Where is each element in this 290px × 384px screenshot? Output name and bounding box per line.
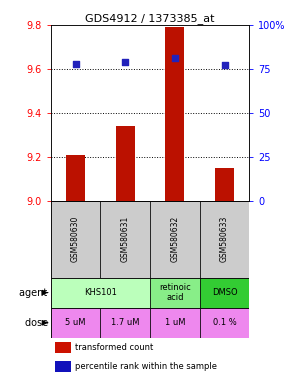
Bar bbox=[150, 200, 200, 278]
Bar bbox=[100, 200, 150, 278]
Text: transformed count: transformed count bbox=[75, 343, 153, 352]
Bar bbox=[200, 278, 249, 308]
Bar bbox=[166, 27, 184, 200]
Text: dose: dose bbox=[24, 318, 51, 328]
Text: 1 uM: 1 uM bbox=[165, 318, 185, 327]
Bar bbox=[150, 278, 200, 308]
Bar bbox=[100, 308, 150, 338]
Bar bbox=[66, 154, 85, 200]
Text: 1.7 uM: 1.7 uM bbox=[111, 318, 139, 327]
Bar bbox=[55, 342, 71, 353]
Bar bbox=[51, 200, 100, 278]
Bar bbox=[200, 308, 249, 338]
Text: GSM580633: GSM580633 bbox=[220, 216, 229, 262]
Bar bbox=[215, 168, 234, 200]
Point bbox=[222, 62, 227, 68]
Text: GSM580632: GSM580632 bbox=[171, 216, 180, 262]
Text: 5 uM: 5 uM bbox=[65, 318, 86, 327]
Text: GSM580630: GSM580630 bbox=[71, 216, 80, 262]
Bar bbox=[55, 361, 71, 372]
Text: KHS101: KHS101 bbox=[84, 288, 117, 297]
Text: percentile rank within the sample: percentile rank within the sample bbox=[75, 362, 217, 371]
Title: GDS4912 / 1373385_at: GDS4912 / 1373385_at bbox=[85, 13, 215, 24]
Bar bbox=[116, 126, 135, 200]
Point bbox=[73, 61, 78, 67]
Text: DMSO: DMSO bbox=[212, 288, 238, 297]
Bar bbox=[200, 200, 249, 278]
Text: retinoic
acid: retinoic acid bbox=[159, 283, 191, 302]
Point bbox=[123, 59, 128, 65]
Text: agent: agent bbox=[19, 288, 51, 298]
Bar bbox=[51, 278, 150, 308]
Bar bbox=[51, 308, 100, 338]
Bar bbox=[150, 308, 200, 338]
Text: GSM580631: GSM580631 bbox=[121, 216, 130, 262]
Text: 0.1 %: 0.1 % bbox=[213, 318, 236, 327]
Point bbox=[173, 55, 177, 61]
